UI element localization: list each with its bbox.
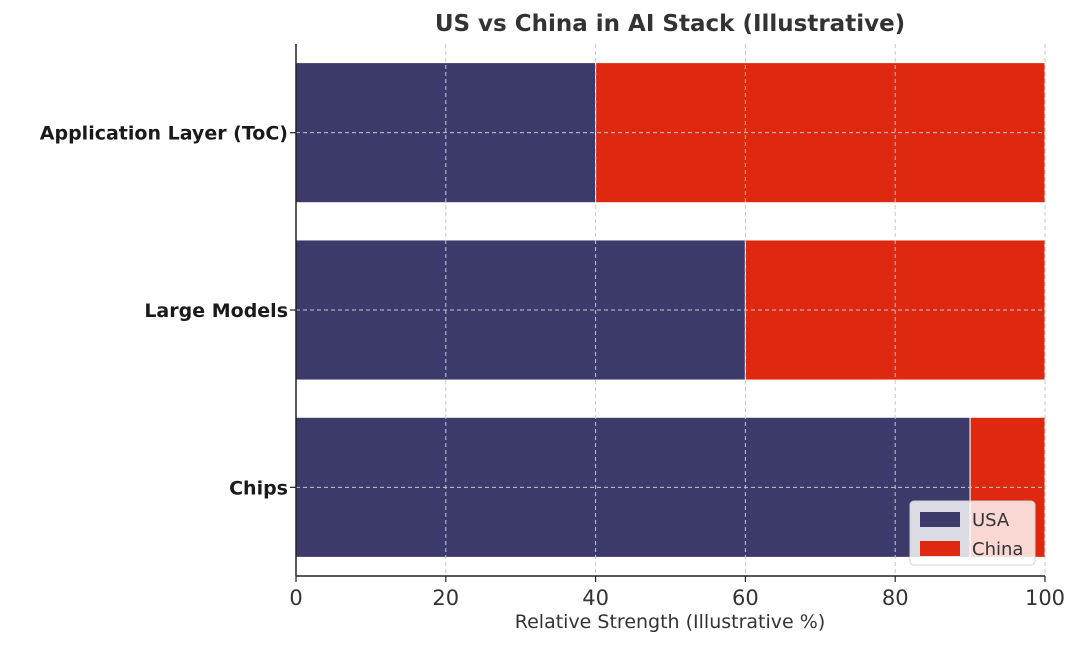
- category-label: Chips: [229, 477, 288, 499]
- category-label: Application Layer (ToC): [40, 123, 288, 145]
- legend-label-usa: USA: [972, 510, 1010, 531]
- category-label: Large Models: [144, 300, 288, 322]
- x-axis-label: Relative Strength (Illustrative %): [515, 611, 825, 633]
- x-tick-label: 60: [732, 586, 759, 610]
- legend: USA China: [909, 500, 1036, 566]
- x-tick-label: 40: [582, 586, 609, 610]
- x-tick-label: 80: [882, 586, 909, 610]
- x-ticks: 0 20 40 60 80 100: [289, 576, 1065, 610]
- x-tick-label: 0: [289, 586, 302, 610]
- x-tick-label: 100: [1025, 586, 1065, 610]
- grid-layer: [296, 44, 1046, 576]
- chart-title: US vs China in AI Stack (Illustrative): [435, 11, 905, 37]
- legend-swatch-china: [920, 541, 960, 556]
- x-tick-label: 20: [432, 586, 459, 610]
- legend-label-china: China: [972, 539, 1023, 560]
- legend-swatch-usa: [920, 512, 960, 527]
- y-category-labels: Chips Large Models Application Layer (ToC): [40, 123, 296, 499]
